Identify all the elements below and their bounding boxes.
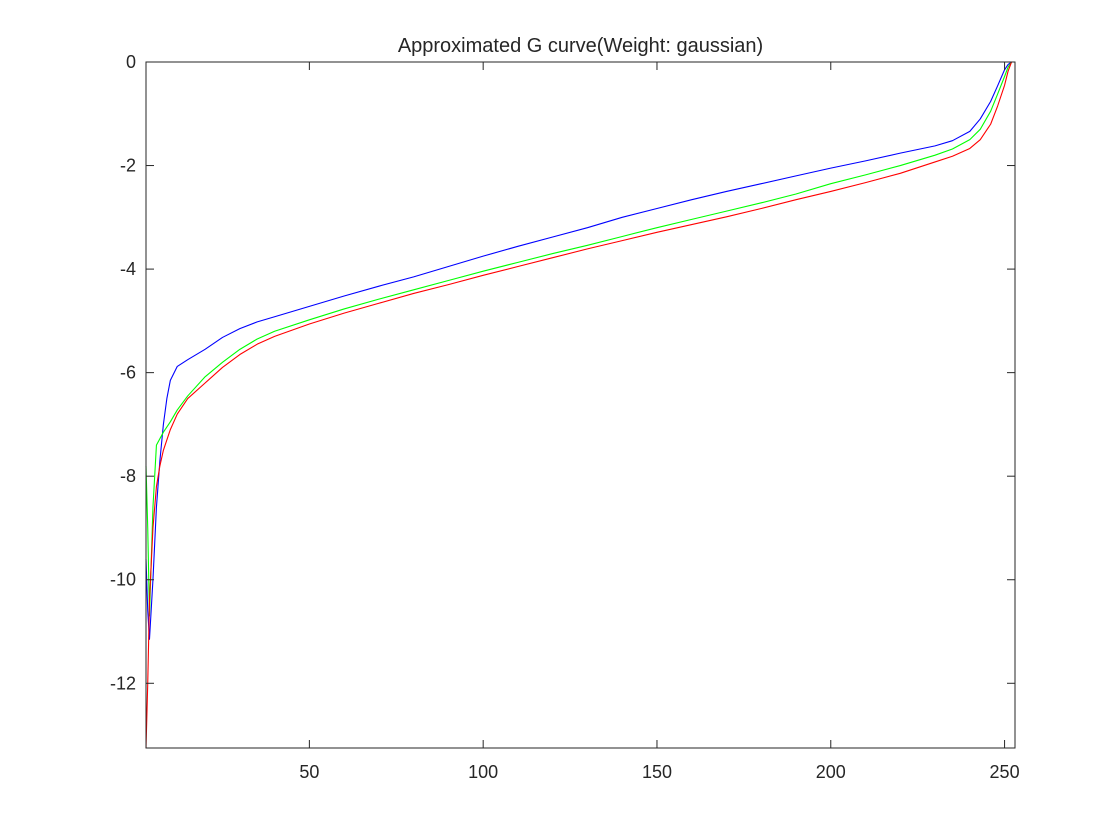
y-tick-label: -10 — [110, 570, 136, 590]
series-line-3 — [145, 61, 1013, 749]
plot-area — [146, 62, 1015, 748]
x-tick-label: 100 — [468, 762, 498, 782]
chart-title: Approximated G curve(Weight: gaussian) — [398, 35, 763, 57]
y-tick-label: -8 — [120, 466, 136, 486]
series-line-2 — [145, 61, 1012, 617]
y-tick-label: -6 — [120, 363, 136, 383]
x-tick-label: 50 — [299, 762, 319, 782]
y-tick-label: -2 — [120, 156, 136, 176]
y-tick-label: -4 — [120, 259, 136, 279]
series-line-1 — [145, 61, 1012, 640]
axes-frame — [145, 61, 1016, 749]
x-tick-label: 200 — [816, 762, 846, 782]
x-tick-label: 150 — [642, 762, 672, 782]
y-tick-label: -12 — [110, 673, 136, 693]
series-layer — [145, 61, 1013, 749]
x-tick-label: 250 — [990, 762, 1020, 782]
tick-layer: 50 100 150 200 250 0 -2 -4 -6 -8 -10 -12 — [110, 52, 1020, 782]
y-tick-label: 0 — [126, 52, 136, 72]
